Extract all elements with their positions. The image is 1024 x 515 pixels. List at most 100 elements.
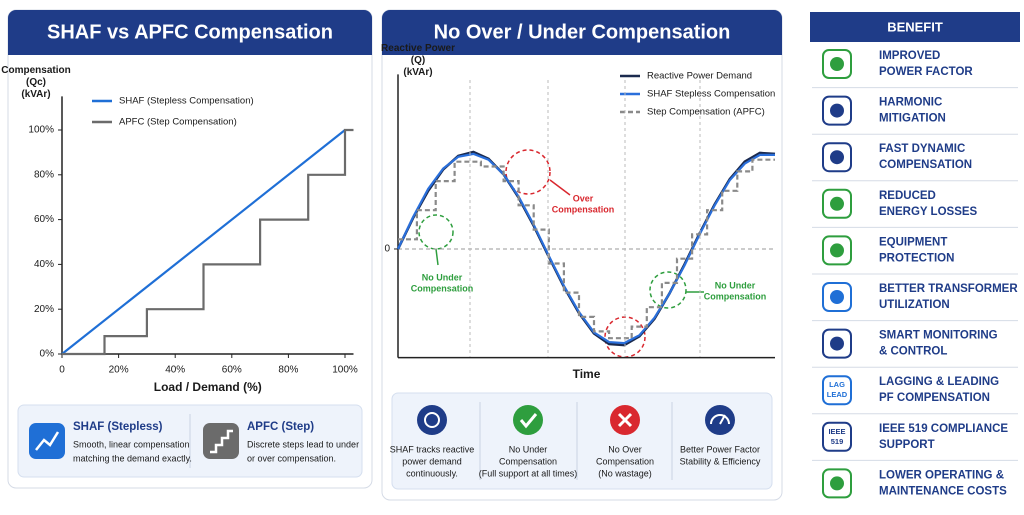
card-text: continuously.: [406, 468, 458, 478]
x-tick-label: 0: [59, 365, 65, 376]
benefit-icon: [822, 235, 852, 266]
shaf-icon-glyph: [35, 431, 60, 451]
legend-label: Step Compensation (APFC): [647, 107, 765, 118]
benefit-icon-dot: [830, 103, 844, 118]
benefit-icon-text: LEAD: [827, 390, 848, 399]
track-icon: [417, 405, 447, 435]
x-tick-label: 20%: [109, 365, 129, 376]
x-axis-label: Time: [573, 367, 601, 381]
apfc-icon-glyph: [210, 429, 233, 454]
benefit-text: FAST DYNAMIC: [879, 143, 965, 155]
y-axis-label: (Qc): [26, 77, 46, 88]
benefit-text: HARMONIC: [879, 97, 942, 109]
annotation: No Under: [715, 280, 756, 290]
chart-title: No Over / Under Compensation: [434, 21, 731, 43]
benefit-icon-text: LAG: [829, 380, 845, 389]
legend-label: SHAF (Stepless Compensation): [119, 96, 254, 107]
benefit-text: SUPPORT: [879, 439, 935, 451]
benefit-text: UTILIZATION: [879, 299, 950, 311]
benefit-icon-dot: [830, 196, 844, 211]
benefit-icon: [822, 188, 852, 219]
y-axis-label: (kVAr): [21, 89, 50, 100]
card-title: SHAF (Stepless): [73, 421, 163, 433]
card-text: power demand: [402, 456, 462, 466]
benefit-icon: [822, 421, 852, 452]
benefit-text: IMPROVED: [879, 50, 940, 62]
card-text: SHAF tracks reactive: [390, 444, 475, 454]
annotation-arrow: [435, 248, 439, 266]
benefit-text: MITIGATION: [879, 113, 946, 125]
y-axis-label: Reactive Power: [381, 43, 455, 54]
card-title: APFC (Step): [247, 421, 314, 433]
benefit-text: POWER FACTOR: [879, 66, 973, 78]
benefit-icon-text: IEEE: [828, 427, 845, 436]
annotation: Compensation: [411, 283, 474, 293]
benefit-icon: [822, 282, 852, 312]
x-tick-label: 80%: [278, 365, 298, 376]
benefit-text: MAINTENANCE COSTS: [879, 485, 1007, 497]
benefit-text: IEEE 519 COMPLIANCE: [879, 423, 1008, 435]
annotation: Over: [573, 193, 594, 203]
benefit-text: LAGGING & LEADING: [879, 376, 999, 388]
gauge-icon: [705, 405, 735, 435]
x-axis-label: Load / Demand (%): [154, 380, 262, 394]
y-tick-label: 20%: [34, 304, 54, 315]
left-header: [8, 10, 372, 55]
benefit-icon: [822, 328, 852, 359]
benefit-icon: [822, 95, 852, 126]
series-line: [62, 128, 354, 356]
card-text: matching the demand exactly.: [73, 453, 192, 463]
benefit-text: & CONTROL: [879, 346, 947, 358]
x-tick-label: 40%: [165, 365, 185, 376]
under-circle: [649, 271, 687, 309]
y-tick-label: 60%: [34, 214, 54, 225]
benefit-icon-dot: [830, 243, 844, 258]
benefit-text: COMPENSATION: [879, 159, 972, 171]
benefit-text: SMART MONITORING: [879, 330, 998, 342]
benefit-icon-dot: [830, 150, 844, 165]
benefit-icon-dot: [830, 336, 844, 351]
annotation-arrow: [549, 179, 571, 196]
card-text: Compensation: [499, 456, 557, 466]
check-icon-glyph: [519, 413, 538, 429]
benefit-icon-dot: [830, 290, 844, 304]
y-axis-label: (kVAr): [403, 67, 432, 78]
card-text: (Full support at all times): [479, 468, 578, 478]
benefit-icon: [822, 49, 852, 79]
right-cards: [391, 392, 773, 490]
under-circle: [418, 214, 454, 250]
benefit-icon: [822, 142, 852, 173]
card-text: or over compensation.: [247, 453, 336, 463]
benefit-icon: [822, 375, 852, 406]
annotation: Compensation: [704, 291, 767, 301]
over-circle: [505, 149, 551, 195]
y-tick-label: 40%: [34, 259, 54, 270]
check-icon: [513, 405, 543, 435]
middle-header: [382, 10, 782, 55]
card-text: Discrete steps lead to under: [247, 439, 359, 449]
benefit-text: EQUIPMENT: [879, 236, 947, 248]
x-tick-label: 100%: [332, 365, 358, 376]
legend-label: SHAF Stepless Compensation: [647, 89, 775, 100]
benefit-icon-text: 519: [831, 437, 844, 446]
series-line: [61, 129, 346, 355]
card-text: No Under: [509, 444, 548, 454]
benefit-text: ENERGY LOSSES: [879, 206, 978, 218]
benefit-icon: [822, 468, 852, 499]
y-tick-label: 0%: [40, 349, 55, 360]
card-text: Stability & Efficiency: [680, 456, 761, 466]
card-text: No Over: [608, 444, 642, 454]
legend-label: Reactive Power Demand: [647, 71, 752, 82]
chart-title: SHAF vs APFC Compensation: [47, 21, 333, 43]
gauge-icon-glyph: [710, 414, 730, 425]
series-line: [398, 158, 775, 340]
benefit-icon-dot: [830, 476, 844, 491]
benefit-text: PF COMPENSATION: [879, 392, 990, 404]
y-axis-label: (Q): [411, 55, 425, 66]
card-text: (No wastage): [598, 468, 652, 478]
benefit-text: PROTECTION: [879, 252, 954, 264]
benefit-header: [810, 12, 1020, 42]
card-text: Smooth, linear compensation: [73, 439, 190, 449]
legend-label: APFC (Step Compensation): [119, 117, 237, 128]
